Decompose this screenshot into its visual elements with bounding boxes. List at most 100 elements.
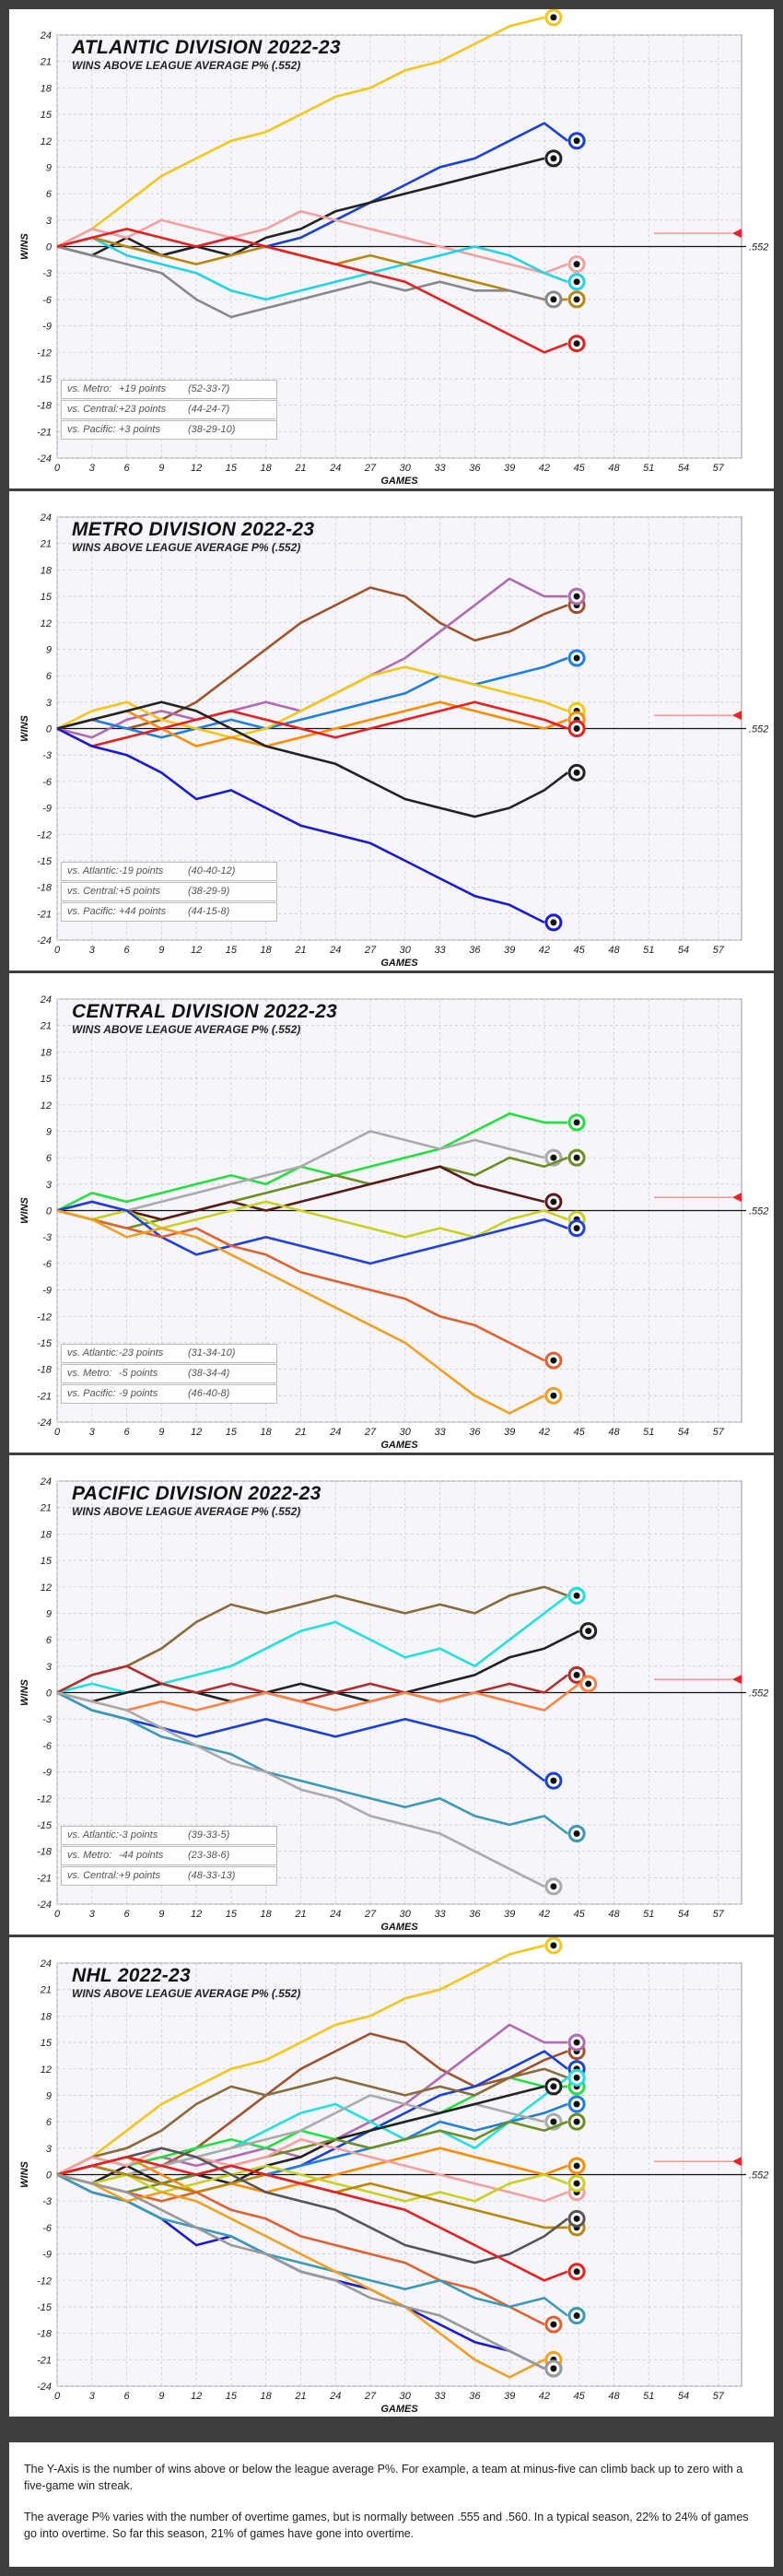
chart-svg: 0 3 6 9 12 15 18 21 24 27 30 33 36 39 42 45 48 51 54 57-24-… [19,1476,768,1933]
y-tick-label: -3 [42,268,53,279]
x-axis-label: GAMES [380,958,418,969]
summary-record: (52-33-7) [188,383,230,394]
x-tick-label: 27 [364,1427,377,1438]
inter-division-summary: vs. Metro: +19 points (52-33-7) vs. Central… [61,380,277,441]
x-tick-label: 30 [400,2391,412,2402]
series-line [56,700,568,818]
team-logo-icon [550,1942,557,1949]
summary-label: vs. Atlantic: [67,865,119,876]
chart-title: METRO DIVISION 2022-23 [72,519,315,540]
y-tick-label: -15 [37,856,53,867]
series-line [56,1209,545,1362]
team-logo-icon [550,14,557,21]
playoff-marker-triangle [732,1193,742,1203]
y-tick-label: -9 [42,1768,52,1779]
y-tick-label: -3 [42,1232,53,1243]
x-tick-label: 45 [574,945,586,956]
y-tick-label: 0 [46,2170,53,2182]
team-logo-icon [550,296,557,303]
summary-label: vs. Pacific: [67,424,116,435]
y-tick-label: -21 [37,2355,52,2366]
y-tick-label: -6 [42,1259,53,1270]
x-tick-label: 36 [469,945,481,956]
summary-row: vs. Atlantic:-3 points (39-33-5) [61,1826,277,1845]
x-tick-label: 45 [574,1427,586,1438]
series-line [56,245,545,319]
team-logo-icon [573,2100,580,2108]
summary-label: vs. Pacific: [67,906,116,917]
summary-points: +19 points [119,383,167,394]
series-line [56,1664,568,1703]
summary-row: vs. Metro: -44 points (23-38-6) [61,1846,277,1865]
x-tick-label: 48 [608,1427,620,1438]
y-tick-label: -18 [37,401,53,412]
y-tick-label: -15 [37,1820,53,1831]
x-tick-label: 24 [329,1909,341,1920]
x-tick-label: 15 [226,1909,238,1920]
series-line [56,157,545,257]
chart-subtitle: WINS ABOVE LEAGUE AVERAGE P% (.552) [72,59,301,72]
zero-line-label: .552 [749,1688,768,1700]
summary-points: +3 points [119,424,160,435]
x-tick-label: 39 [504,2391,515,2402]
x-tick-label: 36 [469,1909,481,1920]
series-line [56,2147,568,2264]
x-tick-label: 21 [294,945,306,956]
series-line [56,210,568,275]
y-tick-label: 18 [41,83,53,94]
summary-record: (38-29-9) [188,886,230,897]
team-logo-icon [573,1119,580,1126]
x-tick-label: 54 [678,2391,689,2402]
summary-points: +23 points [119,404,167,415]
x-tick-label: 42 [539,463,550,474]
x-tick-label: 3 [89,1909,96,1920]
chart-svg: 0 3 6 9 12 15 18 21 24 27 30 33 36 39 42 45 48 51 54 57-24-… [19,512,768,969]
team-logo-icon [573,769,580,776]
chart-panel: 0 3 6 9 12 15 18 21 24 27 30 33 36 39 42 45 48 51 54 57 -24-… [9,1937,774,2417]
y-tick-label: 18 [41,1529,53,1540]
x-tick-label: 51 [643,463,654,474]
y-tick-label: 21 [40,57,52,68]
y-tick-label: -12 [37,829,52,841]
series-line [56,700,568,747]
team-logo-icon [573,2268,580,2276]
y-tick-label: 6 [46,1635,53,1646]
series-line [56,1200,568,1239]
chart-panel: 0 3 6 9 12 15 18 21 24 27 30 33 36 39 42 45 48 51 54 57 -24-… [9,491,774,970]
playoff-marker-triangle [732,1675,742,1685]
team-logo-icon [550,1777,557,1784]
y-tick-label: -18 [37,1847,53,1858]
team-logo-icon [573,1225,580,1232]
x-tick-label: 39 [504,945,515,956]
x-tick-label: 33 [434,945,446,956]
x-tick-label: 39 [504,1909,515,1920]
y-tick-label: -9 [42,1286,52,1297]
y-tick-label: -21 [37,427,52,438]
x-axis-label: GAMES [380,476,418,487]
y-tick-label: -3 [42,1714,53,1725]
chart-panel: 0 3 6 9 12 15 18 21 24 27 30 33 36 39 42 45 48 51 54 57 -24-… [9,9,774,488]
x-tick-label: 12 [191,2391,202,2402]
summary-row: vs. Pacific: +44 points (44-15-8) [61,902,277,922]
playoff-marker-triangle [732,229,742,239]
y-axis-label: WINS [19,1678,30,1705]
x-tick-label: 42 [539,2391,550,2402]
summary-points: -5 points [119,1368,158,1379]
x-tick-label: 39 [504,1427,515,1438]
y-tick-label: 3 [46,1662,53,1673]
y-tick-label: 24 [40,1476,52,1488]
playoff-marker-triangle [732,2157,742,2167]
team-logo-icon [573,725,580,732]
x-tick-label: 57 [713,1427,725,1438]
y-tick-label: 24 [40,512,52,523]
x-tick-label: 24 [329,945,341,956]
team-logo-icon [573,2074,580,2081]
y-tick-label: 3 [46,1180,53,1191]
team-logo-icon [550,1198,557,1206]
summary-record: (31-34-10) [188,1347,236,1359]
x-tick-label: 21 [294,2391,306,2402]
x-tick-label: 6 [123,463,130,474]
summary-label: vs. Atlantic: [67,1347,119,1359]
team-logo-icon [585,1628,592,1635]
y-axis-label: WINS [19,714,30,741]
